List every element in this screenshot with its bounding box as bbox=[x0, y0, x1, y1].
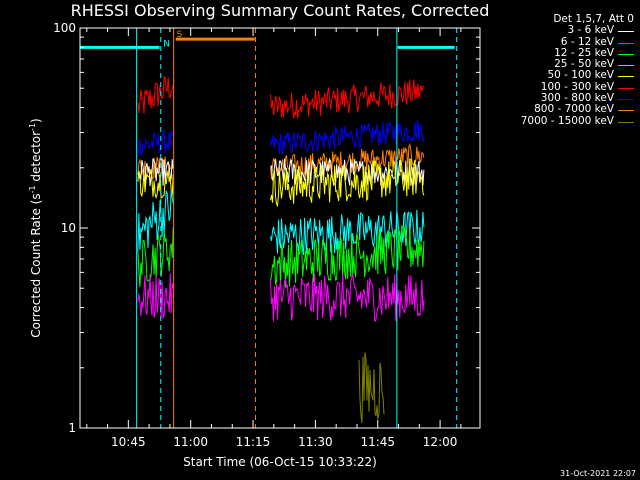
x-tick-label-5: 12:00 bbox=[423, 435, 458, 449]
x-tick-label-4: 11:45 bbox=[360, 435, 395, 449]
series-line-7-1 bbox=[270, 273, 425, 322]
series-line-6-0 bbox=[137, 227, 174, 287]
legend-label: 100 - 300 keV bbox=[540, 80, 614, 93]
y-tick-label-1: 10 bbox=[61, 221, 76, 235]
legend-swatch bbox=[618, 42, 634, 44]
legend-swatch bbox=[618, 87, 634, 89]
legend-label: 3 - 6 keV bbox=[567, 24, 614, 37]
series-line-4-1 bbox=[270, 158, 425, 208]
x-tick-label-2: 11:15 bbox=[236, 435, 271, 449]
series-line-2-1 bbox=[270, 142, 425, 179]
legend-swatch bbox=[618, 53, 634, 55]
legend: Det 1,5,7, Att 0 3 - 6 keV 6 - 12 keV 12 -… bbox=[482, 13, 638, 127]
legend-entry: 50 - 100 keV bbox=[482, 70, 638, 81]
x-axis-label: Start Time (06-Oct-15 10:33:22) bbox=[183, 455, 377, 469]
legend-swatch bbox=[618, 65, 634, 67]
legend-entry: 12 - 25 keV bbox=[482, 46, 638, 59]
legend-label: 12 - 25 keV bbox=[554, 46, 614, 59]
legend-entry: 3 - 6 keV bbox=[482, 24, 638, 37]
y-axis-label: Corrected Count Rate (s-1 detector-1) bbox=[28, 118, 43, 337]
y-tick-label-2: 100 bbox=[53, 21, 76, 35]
series-line-1-1 bbox=[270, 120, 425, 156]
x-tick-label-3: 11:30 bbox=[298, 435, 333, 449]
series-line-6-1 bbox=[270, 224, 425, 288]
legend-entry: 7000 - 15000 keV bbox=[482, 114, 638, 127]
legend-entry: 25 - 50 keV bbox=[482, 58, 638, 71]
annotation-1: N bbox=[163, 39, 170, 49]
legend-entry: 100 - 300 keV bbox=[482, 80, 638, 93]
series-line-0-0 bbox=[137, 75, 174, 114]
series-line-4-0 bbox=[137, 169, 174, 200]
legend-label: 6 - 12 keV bbox=[560, 35, 614, 48]
legend-entry: 300 - 800 keV bbox=[482, 92, 638, 105]
chart-title: RHESSI Observing Summary Count Rates, Co… bbox=[70, 1, 490, 20]
legend-swatch bbox=[618, 31, 634, 33]
series-line-5-0 bbox=[137, 189, 174, 252]
y-tick-label-0: 1 bbox=[68, 421, 76, 435]
series-line-7-0 bbox=[137, 273, 174, 320]
legend-entry: 6 - 12 keV bbox=[482, 35, 638, 48]
legend-entry: 800 - 7000 keV bbox=[482, 104, 638, 115]
series-line-1-0 bbox=[137, 129, 174, 157]
legend-swatch bbox=[618, 121, 634, 123]
x-tick-label-1: 11:00 bbox=[173, 435, 208, 449]
legend-label: 7000 - 15000 keV bbox=[520, 114, 614, 127]
series-line-8-0 bbox=[358, 352, 385, 424]
legend-header: Det 1,5,7, Att 0 bbox=[553, 13, 634, 25]
series-line-5-1 bbox=[270, 209, 425, 256]
legend-swatch bbox=[618, 110, 634, 112]
legend-label: 800 - 7000 keV bbox=[534, 103, 614, 116]
timestamp: 31-Oct-2021 22:07 bbox=[560, 469, 636, 478]
legend-label: 50 - 100 keV bbox=[547, 69, 614, 82]
annotation-0: S bbox=[177, 30, 183, 40]
legend-label: 25 - 50 keV bbox=[554, 58, 614, 71]
legend-swatch bbox=[618, 99, 634, 101]
x-tick-label-0: 10:45 bbox=[111, 435, 146, 449]
legend-label: 300 - 800 keV bbox=[540, 92, 614, 105]
legend-swatch bbox=[618, 76, 634, 78]
series-line-0-1 bbox=[270, 79, 424, 119]
